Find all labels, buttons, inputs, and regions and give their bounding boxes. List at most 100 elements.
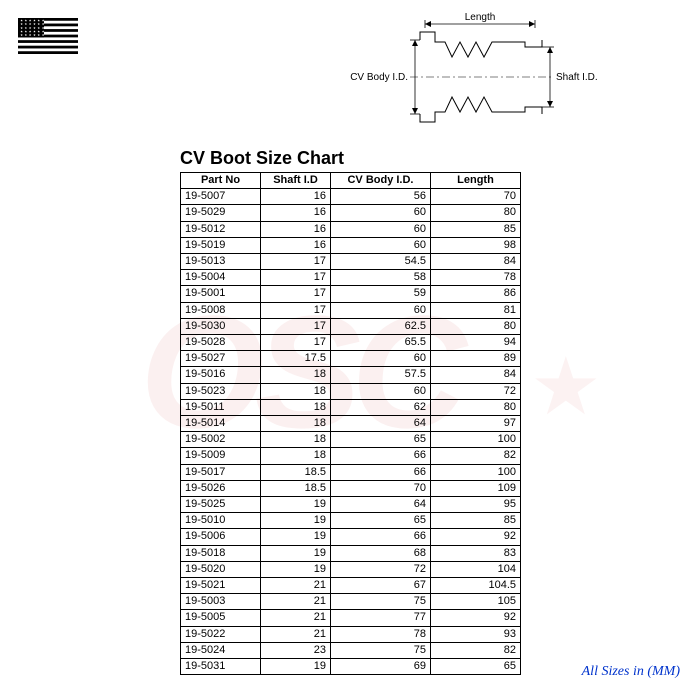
cell-value: 19 (261, 545, 331, 561)
cell-value: 23 (261, 642, 331, 658)
footer-units-note: All Sizes in (MM) (582, 664, 680, 680)
cell-value: 72 (331, 561, 431, 577)
cell-value: 85 (431, 221, 521, 237)
cell-value: 57.5 (331, 367, 431, 383)
table-row: 19-5018196883 (181, 545, 521, 561)
cell-value: 19 (261, 513, 331, 529)
cell-value: 60 (331, 302, 431, 318)
cell-partno: 19-5007 (181, 189, 261, 205)
cell-value: 97 (431, 416, 521, 432)
cell-value: 60 (331, 351, 431, 367)
size-chart-table: Part No Shaft I.D CV Body I.D. Length 19… (180, 172, 521, 675)
col-header-partno: Part No (181, 173, 261, 189)
cell-value: 85 (431, 513, 521, 529)
svg-text:★: ★ (25, 33, 28, 37)
col-header-length: Length (431, 173, 521, 189)
table-row: 19-502618.570109 (181, 480, 521, 496)
cell-value: 84 (431, 254, 521, 270)
cell-value: 95 (431, 497, 521, 513)
cell-value: 84 (431, 367, 521, 383)
col-header-body: CV Body I.D. (331, 173, 431, 189)
cell-partno: 19-5029 (181, 205, 261, 221)
cell-partno: 19-5021 (181, 578, 261, 594)
table-row: 19-5025196495 (181, 497, 521, 513)
table-row: 19-5007165670 (181, 189, 521, 205)
cell-value: 66 (331, 448, 431, 464)
cell-partno: 19-5019 (181, 237, 261, 253)
cell-value: 59 (331, 286, 431, 302)
table-row: 19-5022217893 (181, 626, 521, 642)
cell-partno: 19-5022 (181, 626, 261, 642)
table-row: 19-5010196585 (181, 513, 521, 529)
cell-value: 17 (261, 335, 331, 351)
cell-value: 68 (331, 545, 431, 561)
cell-value: 72 (431, 383, 521, 399)
cell-value: 17 (261, 286, 331, 302)
cell-value: 66 (331, 529, 431, 545)
cell-value: 18 (261, 367, 331, 383)
cell-value: 65 (431, 659, 521, 675)
cell-partno: 19-5006 (181, 529, 261, 545)
cell-value: 105 (431, 594, 521, 610)
cell-value: 60 (331, 205, 431, 221)
cell-value: 18 (261, 432, 331, 448)
table-row: 19-5014186497 (181, 416, 521, 432)
table-row: 19-50212167104.5 (181, 578, 521, 594)
cell-value: 89 (431, 351, 521, 367)
table-row: 19-5006196692 (181, 529, 521, 545)
cv-boot-diagram: Length CV Body I.D. Shaft I.D. (320, 12, 610, 142)
cell-value: 60 (331, 221, 431, 237)
cell-value: 100 (431, 464, 521, 480)
table-row: 19-50032175105 (181, 594, 521, 610)
col-header-shaft: Shaft I.D (261, 173, 331, 189)
cell-value: 16 (261, 189, 331, 205)
cell-value: 80 (431, 318, 521, 334)
cell-value: 86 (431, 286, 521, 302)
cell-value: 92 (431, 529, 521, 545)
table-row: 19-50281765.594 (181, 335, 521, 351)
cell-partno: 19-5018 (181, 545, 261, 561)
cell-value: 75 (331, 642, 431, 658)
cell-partno: 19-5020 (181, 561, 261, 577)
cell-value: 16 (261, 221, 331, 237)
cell-partno: 19-5028 (181, 335, 261, 351)
cell-value: 78 (431, 270, 521, 286)
cell-partno: 19-5010 (181, 513, 261, 529)
cell-value: 64 (331, 497, 431, 513)
cell-partno: 19-5003 (181, 594, 261, 610)
cell-partno: 19-5026 (181, 480, 261, 496)
table-row: 19-5008176081 (181, 302, 521, 318)
cell-partno: 19-5027 (181, 351, 261, 367)
cell-value: 80 (431, 205, 521, 221)
table-row: 19-5029166080 (181, 205, 521, 221)
table-row: 19-5001175986 (181, 286, 521, 302)
cell-partno: 19-5008 (181, 302, 261, 318)
svg-text:★: ★ (20, 33, 23, 37)
cell-value: 19 (261, 561, 331, 577)
cell-partno: 19-5013 (181, 254, 261, 270)
cell-value: 78 (331, 626, 431, 642)
cell-partno: 19-5005 (181, 610, 261, 626)
cell-value: 16 (261, 237, 331, 253)
cell-value: 21 (261, 594, 331, 610)
cell-partno: 19-5016 (181, 367, 261, 383)
cell-value: 75 (331, 594, 431, 610)
cell-value: 93 (431, 626, 521, 642)
cell-value: 62.5 (331, 318, 431, 334)
svg-text:★: ★ (42, 33, 45, 37)
cell-value: 16 (261, 205, 331, 221)
svg-text:★: ★ (33, 33, 36, 37)
diagram-length-label: Length (465, 12, 496, 23)
cell-value: 18 (261, 383, 331, 399)
table-row: 19-50021865100 (181, 432, 521, 448)
table-row: 19-5024237582 (181, 642, 521, 658)
cell-value: 21 (261, 610, 331, 626)
cell-value: 60 (331, 383, 431, 399)
cell-value: 18 (261, 448, 331, 464)
cell-partno: 19-5014 (181, 416, 261, 432)
cell-partno: 19-5004 (181, 270, 261, 286)
cell-value: 69 (331, 659, 431, 675)
cell-value: 60 (331, 237, 431, 253)
watermark-star-icon: ★ (530, 340, 602, 433)
chart-title: CV Boot Size Chart (180, 148, 344, 169)
